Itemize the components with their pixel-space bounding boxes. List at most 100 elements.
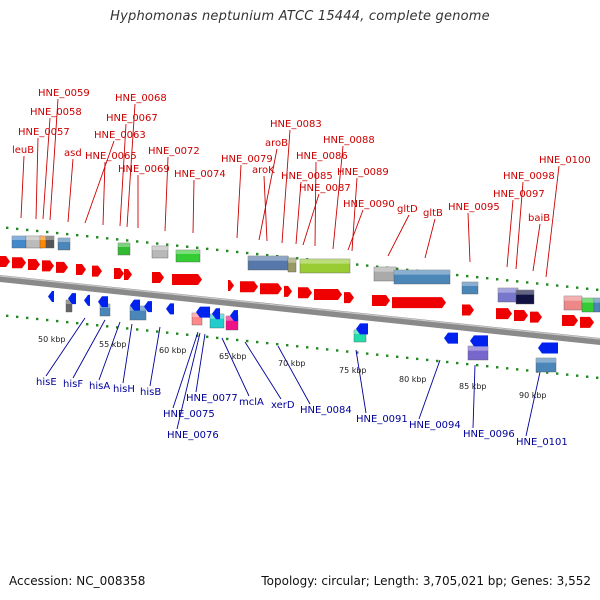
reverse-gene-arrow — [84, 294, 90, 306]
forward-gene-arrow — [514, 309, 528, 321]
lower-guide-dot — [206, 335, 209, 339]
forward-leader-line — [67, 158, 74, 223]
domain-block — [287, 257, 297, 273]
reverse-leader-line — [122, 323, 133, 384]
gene-label-reverse: HNE_0084 — [300, 405, 352, 416]
domain-block-shine — [300, 259, 350, 264]
upper-guide-dot — [536, 282, 539, 285]
forward-gene-arrow — [228, 279, 234, 291]
forward-gene-arrow — [42, 260, 54, 272]
lower-guide-dot — [126, 327, 129, 330]
lower-guide-dot — [116, 326, 119, 329]
gene-label-forward: HNE_0086 — [296, 151, 348, 162]
forward-gene-arrow — [314, 288, 342, 300]
forward-leader-line — [258, 148, 278, 241]
gene-label-forward: aroK — [252, 165, 275, 176]
lower-guide-dot — [136, 328, 139, 331]
kbp-tick-label: 50 kbp — [38, 335, 66, 344]
forward-leader-line — [281, 129, 291, 244]
gene-label-forward: HNE_0098 — [503, 171, 555, 182]
forward-leader-line — [332, 145, 344, 250]
domain-block — [461, 281, 479, 295]
lower-guide-dot — [516, 368, 519, 371]
kbp-ticks: 50 kbp 55 kbp 60 kbp 65 kbp 70 kbp 75 kbp 80 k… — [38, 335, 547, 400]
lower-guide-dot — [36, 317, 39, 321]
forward-gene-arrow — [152, 271, 164, 283]
gene-label-forward: HNE_0072 — [148, 146, 200, 157]
upper-guide-dot — [476, 275, 479, 279]
domain-block-shine — [594, 298, 600, 303]
forward-leader-line — [532, 223, 541, 272]
upper-guide-dot — [566, 285, 569, 288]
gene-label-forward: gltB — [423, 208, 443, 219]
gene-label-forward: HNE_0079 — [221, 154, 273, 165]
domain-block — [515, 289, 535, 305]
lower-guide-dot — [576, 374, 579, 377]
gene-label-forward: HNE_0088 — [323, 135, 375, 146]
domain-block-shine — [536, 358, 556, 363]
forward-gene-arrow — [240, 281, 258, 293]
domain-block-shine — [288, 258, 296, 263]
protein-domain-blocks — [11, 235, 600, 373]
upper-guide-dot — [166, 243, 169, 246]
lower-guide-dot — [416, 357, 419, 361]
forward-leader-line — [387, 214, 410, 257]
upper-guide-dot — [146, 241, 149, 244]
forward-gene-arrow — [284, 285, 292, 297]
forward-gene-arrow — [28, 258, 40, 270]
reverse-leader-line — [221, 337, 250, 397]
upper-guide-dot — [596, 288, 599, 291]
upper-guide-dot — [6, 226, 9, 230]
forward-leader-line — [515, 181, 524, 270]
upper-guide-dot — [576, 286, 579, 289]
forward-leader-line — [126, 103, 136, 228]
gene-label-forward: aroB — [265, 138, 288, 149]
accession-text: Accession: NC_008358 — [9, 574, 146, 588]
gene-label-forward: HNE_0095 — [448, 202, 500, 213]
upper-guide-dot — [186, 245, 189, 248]
upper-guide-dot — [236, 250, 239, 254]
lower-guide-dot — [346, 350, 349, 353]
genome-summary-text: Topology: circular; Length: 3,705,021 bp… — [261, 574, 591, 588]
upper-guide-dot — [486, 277, 489, 280]
domain-block-shine — [176, 250, 200, 254]
lower-guide-dot — [186, 333, 189, 336]
gene-label-reverse: xerD — [271, 400, 295, 411]
upper-guide-dot — [46, 230, 49, 234]
domain-block — [175, 249, 201, 263]
upper-guide-dot — [466, 274, 469, 278]
forward-leader-line — [467, 212, 471, 263]
forward-gene-arrow — [372, 295, 390, 307]
upper-guide-dot — [496, 278, 499, 281]
lower-guide-dot — [306, 346, 309, 349]
reverse-gene-arrow — [144, 301, 152, 313]
gene-label-forward: asd — [64, 148, 82, 159]
gene-label-forward: HNE_0090 — [343, 199, 395, 210]
upper-guide-dot — [76, 233, 79, 237]
upper-guide-dot — [96, 236, 99, 239]
lower-guide-dot — [526, 369, 529, 372]
domain-block-shine — [394, 270, 450, 275]
domain-block-shine — [152, 246, 168, 250]
kbp-tick-label: 70 kbp — [278, 359, 306, 368]
forward-gene-arrow — [562, 315, 578, 327]
lower-guide-dot — [16, 315, 19, 319]
reverse-gene-arrow — [130, 299, 140, 311]
upper-guide-dot — [586, 287, 589, 290]
genome-backbone — [0, 275, 600, 345]
gene-label-forward: HNE_0097 — [493, 189, 545, 200]
lower-guide-dot — [146, 329, 149, 332]
domain-block — [57, 237, 71, 251]
domain-block-shine — [46, 236, 54, 240]
gene-label-reverse: hisE — [36, 377, 57, 388]
reverse-leader-line — [98, 321, 121, 381]
reverse-leader-line — [149, 326, 161, 387]
lower-guide-dot — [176, 332, 179, 335]
forward-leader-line — [192, 179, 195, 234]
kbp-tick-label: 90 kbp — [519, 391, 547, 400]
gene-label-forward: gltD — [397, 204, 418, 215]
gene-label-reverse: hisB — [140, 387, 161, 398]
upper-guide-dot — [296, 257, 299, 260]
upper-guide-dot — [56, 231, 59, 235]
reverse-leader-line — [172, 331, 199, 409]
